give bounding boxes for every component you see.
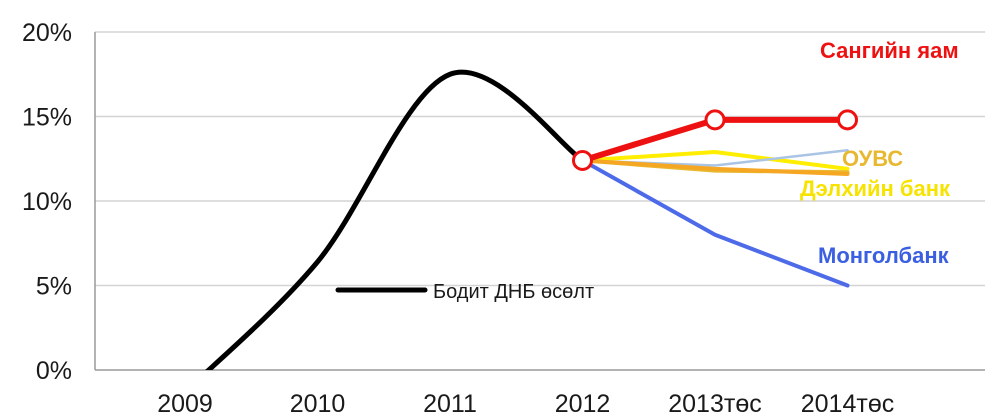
series-label: Сангийн яам — [820, 38, 959, 63]
series-marker — [837, 109, 858, 131]
series-line — [580, 158, 850, 288]
y-tick-label: 5% — [36, 273, 72, 301]
series-marker — [704, 109, 726, 131]
y-axis: 0% 5% 10% 15% 20% — [22, 19, 72, 385]
series-line — [580, 158, 850, 176]
series-label: Дэлхийн банк — [800, 176, 951, 201]
x-tick-label: 2009 — [157, 390, 213, 418]
series-labels: Сангийн яам ОУВС Дэлхийн банк Монголбанк — [800, 38, 959, 268]
y-tick-label: 10% — [22, 188, 72, 216]
x-tick-label: 2011 — [423, 390, 477, 418]
x-tick-label: 2012 — [555, 390, 611, 418]
y-tick-label: 0% — [36, 357, 72, 385]
series-line — [580, 149, 850, 171]
series-markers — [572, 109, 858, 171]
legend-label: Бодит ДНБ өсөлт — [433, 281, 594, 303]
series-label: ОУВС — [842, 146, 903, 171]
series-label: Монголбанк — [818, 243, 950, 268]
x-axis: 2009 2010 2011 2012 2013төс 2014төс — [157, 390, 894, 418]
y-tick-label: 15% — [22, 104, 72, 132]
x-tick-label: 2013төс — [668, 390, 761, 418]
legend: Бодит ДНБ өсөлт — [335, 281, 594, 303]
x-tick-label: 2010 — [290, 390, 346, 418]
gridlines — [94, 31, 985, 371]
series-lines — [205, 69, 851, 370]
series-marker — [572, 149, 593, 171]
actual-gdp-growth-line — [205, 69, 585, 370]
y-tick-label: 20% — [22, 19, 72, 47]
x-tick-label: 2014төс — [801, 390, 894, 418]
